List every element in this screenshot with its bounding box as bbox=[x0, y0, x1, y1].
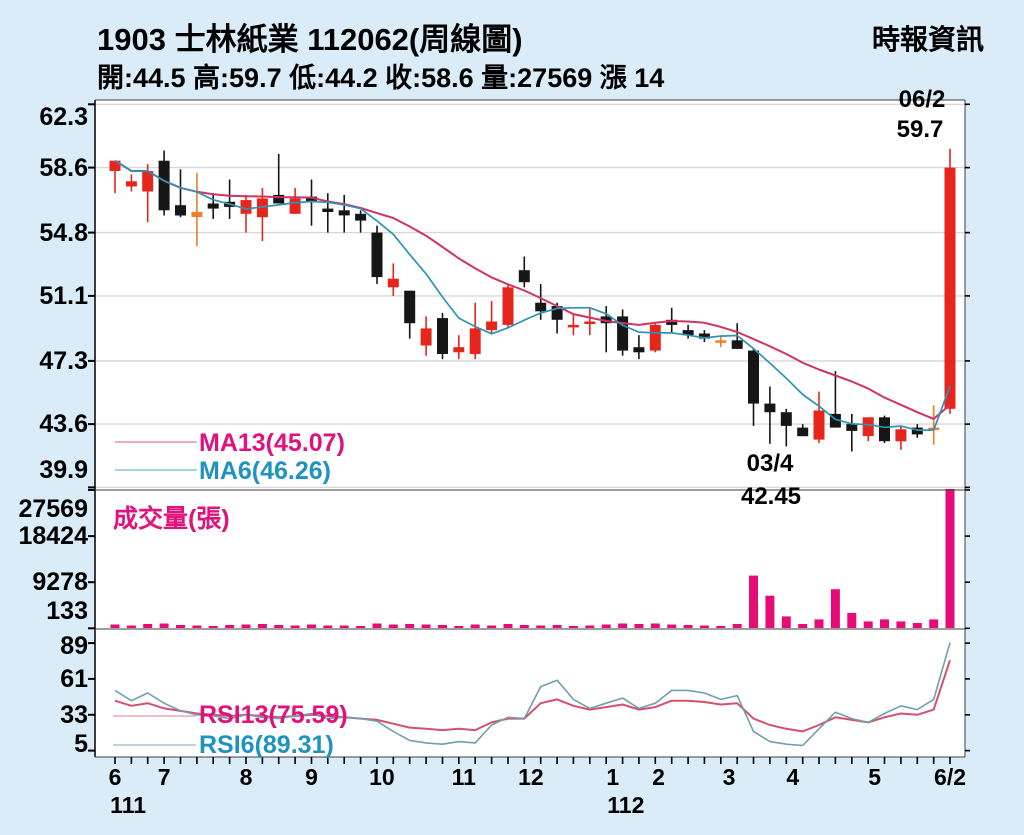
rsi-tick-label: 61 bbox=[60, 664, 88, 693]
price-tick-label: 54.8 bbox=[39, 218, 88, 247]
page-title: 1903 士林紙業 112062(周線圖) bbox=[97, 22, 523, 57]
volume-tick-label: 9278 bbox=[32, 568, 88, 597]
month-label: 6/2 bbox=[934, 764, 967, 790]
month-label: 12 bbox=[518, 764, 544, 790]
price-tick-label: 39.9 bbox=[39, 456, 88, 484]
rsi-tick-label: 33 bbox=[60, 700, 88, 729]
rsi-tick-label: 89 bbox=[60, 632, 88, 660]
price-tick-label: 43.6 bbox=[39, 410, 88, 439]
month-label: 10 bbox=[369, 764, 395, 790]
price-tick-label: 58.6 bbox=[39, 153, 88, 182]
volume-tick-label: 133 bbox=[46, 597, 88, 625]
price-tick-label: 47.3 bbox=[39, 346, 88, 375]
rsi-tick-label: 5 bbox=[74, 730, 88, 758]
month-label: 9 bbox=[305, 764, 318, 790]
month-label: 11 bbox=[451, 764, 476, 790]
price-tick-label: 62.3 bbox=[39, 103, 88, 131]
legend-rsi13: RSI13(75.59) bbox=[199, 701, 348, 729]
data-source-label: 時報資訊 bbox=[871, 24, 984, 55]
month-label: 4 bbox=[786, 764, 800, 790]
annotation-high-date: 06/2 bbox=[898, 86, 946, 113]
month-label: 7 bbox=[157, 764, 171, 790]
legend-rsi6: RSI6(89.31) bbox=[199, 731, 334, 759]
price-tick-label: 51.1 bbox=[39, 281, 88, 310]
volume-tick-label: 18424 bbox=[18, 522, 88, 551]
month-label: 1 bbox=[606, 764, 620, 790]
annotation-low-value: 42.45 bbox=[740, 483, 802, 510]
month-label: 5 bbox=[868, 764, 882, 790]
month-label: 8 bbox=[239, 764, 253, 790]
annotation-high-value: 59.7 bbox=[896, 116, 944, 143]
month-label: 2 bbox=[652, 764, 665, 790]
year-label: 112 bbox=[607, 792, 645, 818]
legend-ma13: MA13(45.07) bbox=[199, 429, 345, 457]
volume-pane-title: 成交量(張) bbox=[113, 505, 230, 533]
month-label: 3 bbox=[722, 764, 736, 790]
month-label: 6 bbox=[108, 764, 122, 790]
annotation-low-date: 03/4 bbox=[746, 450, 794, 477]
ohlc-summary: 開:44.5 高:59.7 低:44.2 收:58.6 量:27569 漲 14 bbox=[97, 63, 665, 93]
legend-ma6: MA6(46.26) bbox=[199, 457, 331, 485]
year-label: 111 bbox=[110, 792, 147, 818]
volume-tick-label: 27569 bbox=[18, 495, 88, 523]
